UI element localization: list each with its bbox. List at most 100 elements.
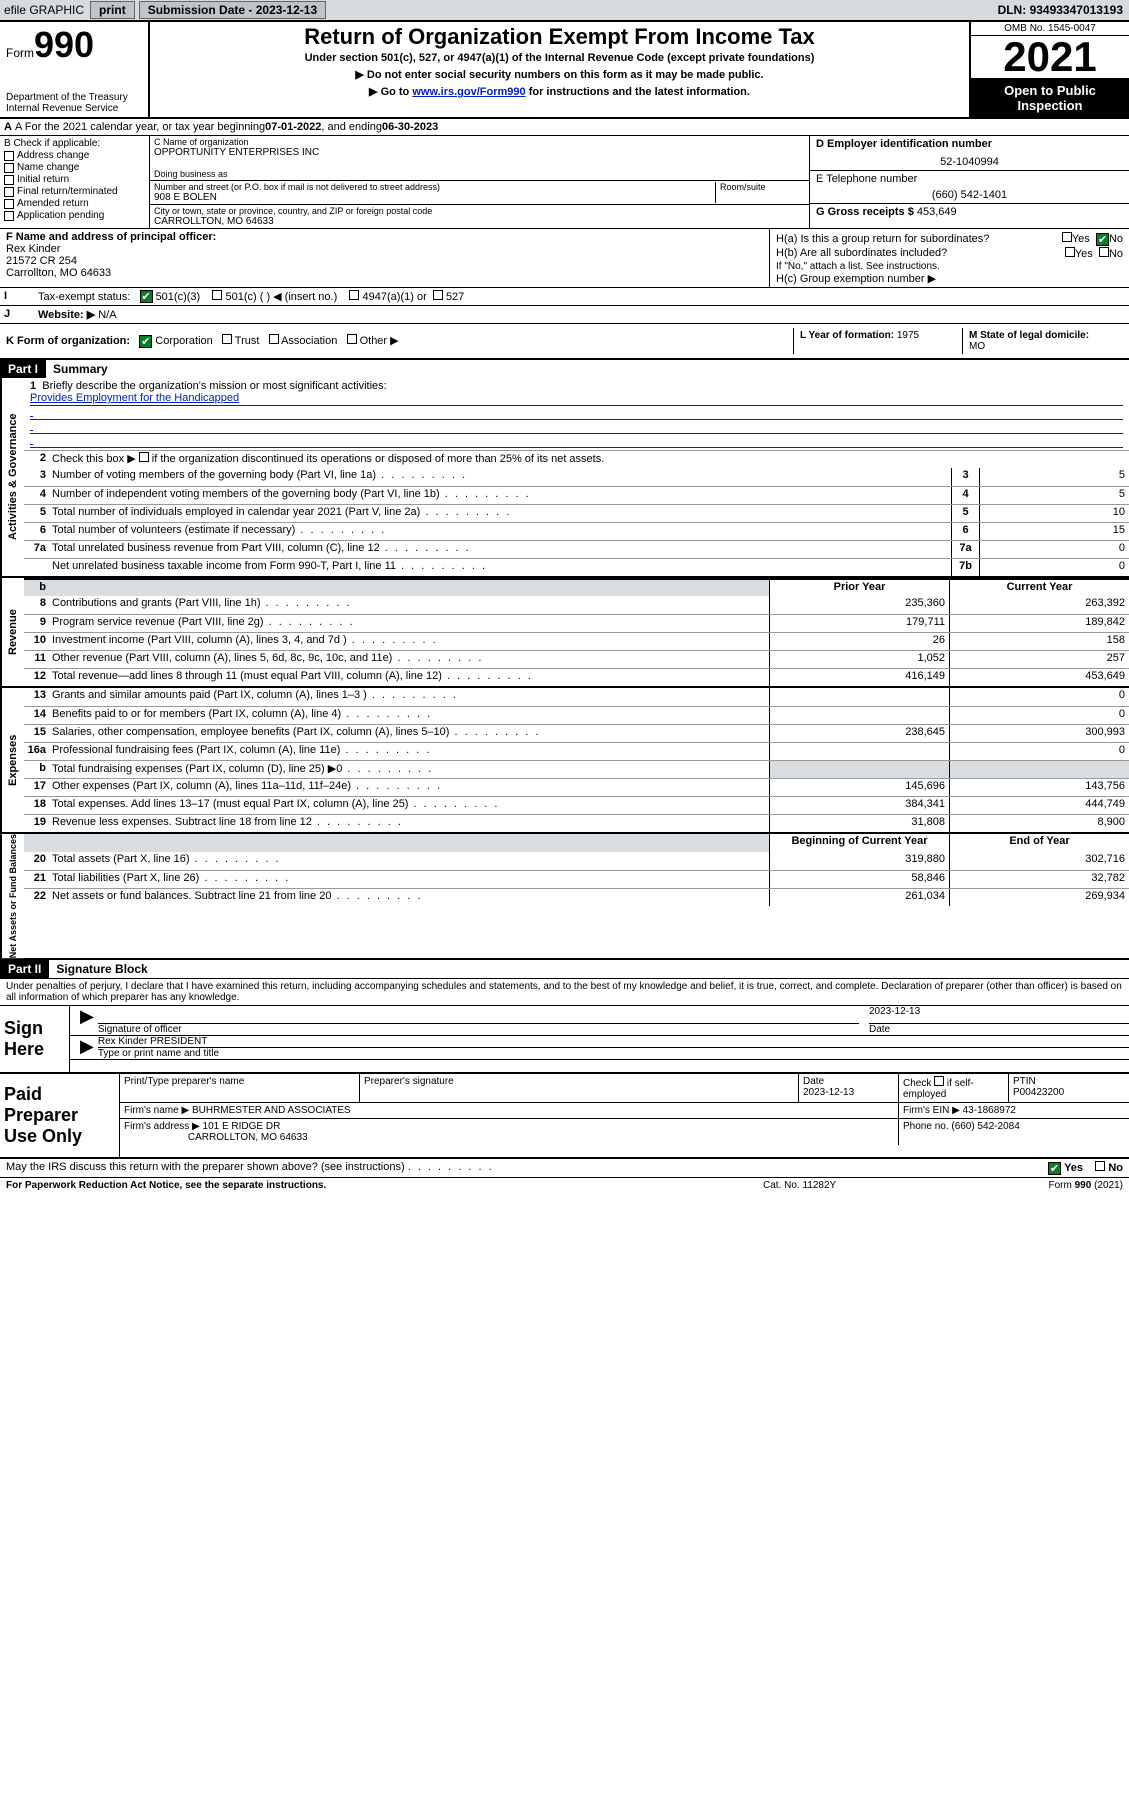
row-a-tax-year: A A For the 2021 calendar year, or tax y… (0, 119, 1129, 136)
chk-4947[interactable] (349, 290, 359, 300)
col-h-group: H(a) Is this a group return for subordin… (769, 229, 1129, 287)
firm-addr1: 101 E RIDGE DR (203, 1121, 281, 1132)
table-row: 22Net assets or fund balances. Subtract … (24, 888, 1129, 906)
chk-application-pending[interactable] (4, 211, 14, 221)
page-footer: For Paperwork Reduction Act Notice, see … (0, 1178, 1129, 1193)
table-row: 21Total liabilities (Part X, line 26)58,… (24, 870, 1129, 888)
table-row: 3Number of voting members of the governi… (24, 468, 1129, 486)
form-title: Return of Organization Exempt From Incom… (156, 24, 963, 50)
irs-link[interactable]: www.irs.gov/Form990 (412, 86, 525, 98)
col-c-org-info: C Name of organization OPPORTUNITY ENTER… (150, 136, 809, 228)
table-row: 16aProfessional fundraising fees (Part I… (24, 742, 1129, 760)
officer-addr1: 21572 CR 254 (6, 255, 763, 267)
l-year-formation: L Year of formation: 1975 (794, 328, 963, 354)
table-row: 12Total revenue—add lines 8 through 11 (… (24, 668, 1129, 686)
chk-other[interactable] (347, 334, 357, 344)
part1-tag: Part I (0, 360, 47, 378)
discuss-row: May the IRS discuss this return with the… (0, 1159, 1129, 1178)
addr-label: Number and street (or P.O. box if mail i… (154, 182, 715, 192)
org-address: 908 E BOLEN (154, 192, 715, 203)
dept-treasury: Department of the Treasury (6, 92, 146, 103)
chk-501c3[interactable] (140, 290, 153, 303)
gross-receipts: G Gross receipts $ 453,649 (810, 204, 1129, 220)
signature-arrow-icon: ▶ (80, 1006, 94, 1035)
table-row: 6Total number of volunteers (estimate if… (24, 522, 1129, 540)
submission-date-button[interactable]: Submission Date - 2023-12-13 (139, 1, 326, 19)
firm-addr2: CARROLLTON, MO 64633 (188, 1132, 308, 1143)
table-row: 19Revenue less expenses. Subtract line 1… (24, 814, 1129, 832)
ein-label: D Employer identification number (816, 138, 992, 150)
paperwork-notice: For Paperwork Reduction Act Notice, see … (6, 1180, 763, 1191)
m-state-domicile: M State of legal domicile:MO (963, 328, 1123, 354)
chk-ha-no[interactable] (1096, 233, 1109, 246)
chk-association[interactable] (269, 334, 279, 344)
k-form-of-org: K Form of organization: Corporation Trus… (6, 334, 793, 348)
chk-final-return[interactable] (4, 187, 14, 197)
block-governance: Activities & Governance 1 Briefly descri… (0, 378, 1129, 578)
sig-officer-label: Signature of officer (98, 1024, 859, 1035)
firm-phone-label: Phone no. (903, 1121, 951, 1132)
table-row: 10Investment income (Part VIII, column (… (24, 632, 1129, 650)
chk-hb-no[interactable] (1099, 247, 1109, 257)
firm-ein: 43-1868972 (963, 1105, 1016, 1116)
chk-name-change[interactable] (4, 163, 14, 173)
mission-text: Provides Employment for the Handicapped (30, 392, 1123, 406)
col-begin-year: Beginning of Current Year (769, 834, 949, 852)
chk-527[interactable] (433, 290, 443, 300)
block-revenue: Revenue b Prior Year Current Year 8Contr… (0, 578, 1129, 688)
b-label: B Check if applicable: (4, 138, 145, 149)
chk-initial-return[interactable] (4, 175, 14, 185)
prep-date-label: Date (803, 1076, 824, 1087)
sig-name-value: Rex Kinder PRESIDENT (98, 1036, 1129, 1048)
org-city: CARROLLTON, MO 64633 (154, 216, 805, 227)
table-row: 4Number of independent voting members of… (24, 486, 1129, 504)
room-label: Room/suite (720, 182, 805, 192)
efile-topbar: efile GRAPHIC print Submission Date - 20… (0, 0, 1129, 20)
table-row: 13Grants and similar amounts paid (Part … (24, 688, 1129, 706)
org-name: OPPORTUNITY ENTERPRISES INC (154, 147, 805, 158)
phone-value: (660) 542-1401 (816, 189, 1123, 201)
chk-address-change[interactable] (4, 151, 14, 161)
row-klm: K Form of organization: Corporation Trus… (0, 324, 1129, 360)
hc-label: H(c) Group exemption number ▶ (776, 272, 1123, 285)
section-bcdeg: B Check if applicable: Address change Na… (0, 136, 1129, 229)
chk-ha-yes[interactable] (1062, 232, 1072, 242)
block-expenses: Expenses 13Grants and similar amounts pa… (0, 688, 1129, 834)
officer-addr2: Carrollton, MO 64633 (6, 267, 763, 279)
chk-discuss-yes[interactable] (1048, 1162, 1061, 1175)
chk-corporation[interactable] (139, 335, 152, 348)
side-net-assets: Net Assets or Fund Balances (0, 834, 24, 958)
signature-arrow-icon-2: ▶ (80, 1036, 94, 1059)
city-label: City or town, state or province, country… (154, 206, 805, 216)
firm-phone: (660) 542-2084 (951, 1121, 1019, 1132)
chk-discontinued[interactable] (139, 452, 149, 462)
hb-label: H(b) Are all subordinates included? (776, 247, 947, 259)
hb-note: If "No," attach a list. See instructions… (776, 261, 1123, 272)
part1-title: Summary (47, 360, 1129, 378)
chk-discuss-no[interactable] (1095, 1161, 1105, 1171)
side-governance: Activities & Governance (0, 378, 24, 576)
chk-hb-yes[interactable] (1065, 247, 1075, 257)
goto-line: ▶ Go to www.irs.gov/Form990 for instruct… (156, 85, 963, 98)
print-button[interactable]: print (90, 1, 135, 19)
signature-block: Under penalties of perjury, I declare th… (0, 978, 1129, 1072)
ptin-label: PTIN (1013, 1076, 1036, 1087)
block-net-assets: Net Assets or Fund Balances Beginning of… (0, 834, 1129, 960)
chk-self-employed[interactable] (934, 1076, 944, 1086)
sig-date-label: Date (869, 1024, 1129, 1035)
efile-label: efile GRAPHIC (0, 3, 88, 17)
irs-label: Internal Revenue Service (6, 103, 146, 114)
sig-name-label: Type or print name and title (98, 1048, 1129, 1059)
c-name-label: C Name of organization (154, 137, 805, 147)
open-to-public: Open to Public Inspection (971, 79, 1129, 117)
chk-amended-return[interactable] (4, 199, 14, 209)
ptin-value: P00423200 (1013, 1087, 1064, 1098)
form-header: Form990 Department of the Treasury Inter… (0, 20, 1129, 119)
table-row: 7aTotal unrelated business revenue from … (24, 540, 1129, 558)
phone-label: E Telephone number (816, 173, 1123, 185)
paid-preparer-block: Paid Preparer Use Only Print/Type prepar… (0, 1072, 1129, 1159)
chk-501c[interactable] (212, 290, 222, 300)
firm-name-label: Firm's name ▶ (124, 1105, 189, 1116)
chk-trust[interactable] (222, 334, 232, 344)
table-row: 9Program service revenue (Part VIII, lin… (24, 614, 1129, 632)
